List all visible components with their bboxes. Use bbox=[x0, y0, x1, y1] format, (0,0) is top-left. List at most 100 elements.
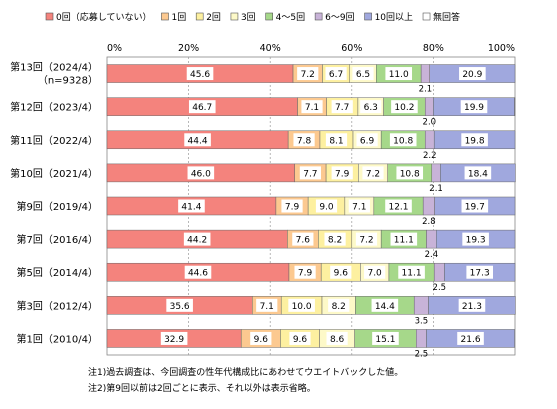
data-label-bg-3-1 bbox=[299, 166, 321, 180]
x-tick-label-5: 100% bbox=[488, 43, 515, 54]
data-label-bg-8-1 bbox=[250, 331, 272, 345]
category-label-8: 第1回（2010/4） bbox=[16, 332, 98, 345]
data-label-bg-0-3 bbox=[352, 67, 374, 81]
bar-segment-7-5 bbox=[413, 296, 429, 315]
data-label-7-4: 14.4 bbox=[375, 302, 395, 312]
bar-segment-1-5 bbox=[424, 97, 434, 116]
data-label-bg-8-4 bbox=[372, 331, 399, 345]
data-label-6-5: 2.5 bbox=[433, 283, 447, 293]
data-label-5-1: 7.6 bbox=[296, 236, 311, 246]
legend-swatch-0 bbox=[45, 12, 54, 21]
legend-swatch-7 bbox=[422, 12, 431, 21]
data-label-0-5: 2.1 bbox=[419, 85, 433, 95]
legend-label-6: 10回以上 bbox=[375, 12, 413, 23]
data-label-2-1: 7.8 bbox=[297, 136, 312, 146]
data-label-bg-3-0 bbox=[187, 166, 215, 180]
data-label-bg-4-4 bbox=[385, 199, 412, 213]
data-label-bg-4-6 bbox=[461, 199, 489, 213]
data-label-7-1: 7.1 bbox=[260, 302, 274, 312]
data-label-4-0: 41.4 bbox=[181, 203, 201, 213]
data-label-5-6: 19.3 bbox=[466, 236, 486, 246]
x-tick-label-1: 20% bbox=[178, 43, 199, 54]
data-label-1-1: 7.1 bbox=[305, 103, 319, 113]
data-label-bg-3-4 bbox=[396, 166, 424, 180]
data-label-8-1: 9.6 bbox=[254, 335, 269, 345]
data-label-bg-2-2 bbox=[325, 133, 348, 147]
data-label-bg-7-1 bbox=[256, 298, 278, 312]
data-label-6-6: 17.3 bbox=[470, 269, 490, 279]
category-label-0-0: 第13回（2024/4） bbox=[10, 61, 98, 74]
data-label-4-4: 12.1 bbox=[388, 203, 408, 213]
data-label-4-5: 2.8 bbox=[422, 217, 436, 227]
x-tick-label-4: 80% bbox=[423, 43, 444, 54]
data-label-bg-3-6 bbox=[464, 166, 492, 180]
data-label-1-5: 2.0 bbox=[423, 118, 437, 128]
data-label-bg-1-1 bbox=[301, 100, 323, 114]
data-label-bg-5-2 bbox=[324, 232, 346, 246]
data-label-bg-7-2 bbox=[288, 298, 315, 312]
data-label-0-2: 6.7 bbox=[329, 70, 343, 80]
data-label-4-6: 19.7 bbox=[465, 203, 485, 213]
data-label-5-2: 8.2 bbox=[328, 236, 342, 246]
data-label-bg-8-3 bbox=[326, 331, 348, 345]
data-label-6-0: 44.6 bbox=[188, 269, 208, 279]
category-label-3: 第10回（2021/4） bbox=[10, 167, 98, 180]
data-label-6-1: 7.9 bbox=[298, 269, 313, 279]
data-label-bg-0-2 bbox=[325, 67, 347, 81]
data-label-3-1: 7.7 bbox=[303, 169, 317, 179]
data-label-bg-7-4 bbox=[371, 298, 399, 312]
data-label-bg-4-0 bbox=[178, 199, 205, 213]
data-label-bg-4-1 bbox=[281, 199, 303, 213]
bar-segment-0-5 bbox=[420, 64, 430, 83]
bar-segment-6-5 bbox=[433, 262, 445, 282]
data-label-bg-5-0 bbox=[183, 232, 211, 246]
legend-label-3: 3回 bbox=[241, 12, 256, 23]
category-label-7: 第3回（2012/4） bbox=[16, 299, 98, 312]
data-label-bg-3-2 bbox=[331, 166, 353, 180]
data-label-4-3: 7.1 bbox=[352, 203, 366, 213]
legend-swatch-2 bbox=[195, 12, 204, 21]
data-label-3-5: 2.1 bbox=[429, 184, 443, 194]
data-label-2-0: 44.4 bbox=[188, 136, 208, 146]
data-label-7-6: 21.3 bbox=[462, 302, 482, 312]
data-label-8-2: 9.6 bbox=[293, 335, 308, 345]
data-label-bg-2-4 bbox=[389, 133, 417, 147]
data-label-bg-1-6 bbox=[460, 100, 488, 114]
data-label-0-0: 45.6 bbox=[190, 70, 210, 80]
data-label-7-5: 3.5 bbox=[415, 316, 429, 326]
data-label-bg-1-2 bbox=[331, 100, 353, 114]
data-label-2-5: 2.2 bbox=[423, 151, 437, 161]
data-label-bg-0-0 bbox=[186, 67, 214, 81]
data-label-bg-7-0 bbox=[166, 298, 193, 312]
legend-swatch-5 bbox=[314, 12, 323, 21]
data-label-8-5: 2.5 bbox=[415, 349, 429, 359]
data-label-2-3: 6.9 bbox=[360, 136, 375, 146]
data-label-0-6: 20.9 bbox=[462, 70, 482, 80]
data-label-6-4: 11.1 bbox=[402, 269, 422, 279]
category-label-5: 第7回（2016/4） bbox=[16, 233, 98, 246]
legend-label-7: 無回答 bbox=[433, 11, 460, 23]
legend-swatch-3 bbox=[230, 12, 239, 21]
bar-segment-5-5 bbox=[426, 229, 437, 249]
data-label-5-4: 11.1 bbox=[394, 236, 414, 246]
data-label-bg-0-6 bbox=[459, 67, 486, 81]
x-tick-label-0: 0% bbox=[107, 43, 122, 54]
data-label-1-2: 7.7 bbox=[335, 103, 349, 113]
data-label-3-2: 7.9 bbox=[335, 169, 350, 179]
data-label-bg-5-4 bbox=[390, 232, 418, 246]
footnote-2: 注2)第9回以前は2回ごとに表示、それ以外は表示省略。 bbox=[88, 384, 316, 394]
data-label-6-2: 9.6 bbox=[334, 269, 349, 279]
data-label-2-4: 10.8 bbox=[393, 136, 413, 146]
data-label-5-5: 2.4 bbox=[425, 250, 439, 260]
x-tick-label-3: 60% bbox=[341, 43, 362, 54]
data-label-4-2: 9.0 bbox=[319, 203, 334, 213]
data-label-bg-2-0 bbox=[184, 133, 211, 147]
data-label-bg-1-3 bbox=[360, 100, 382, 114]
data-label-8-4: 15.1 bbox=[375, 335, 395, 345]
data-label-bg-2-6 bbox=[461, 133, 488, 147]
data-label-3-3: 7.2 bbox=[366, 169, 380, 179]
data-label-bg-1-4 bbox=[391, 100, 418, 114]
data-label-bg-1-0 bbox=[188, 100, 216, 114]
data-label-bg-7-3 bbox=[328, 298, 350, 312]
